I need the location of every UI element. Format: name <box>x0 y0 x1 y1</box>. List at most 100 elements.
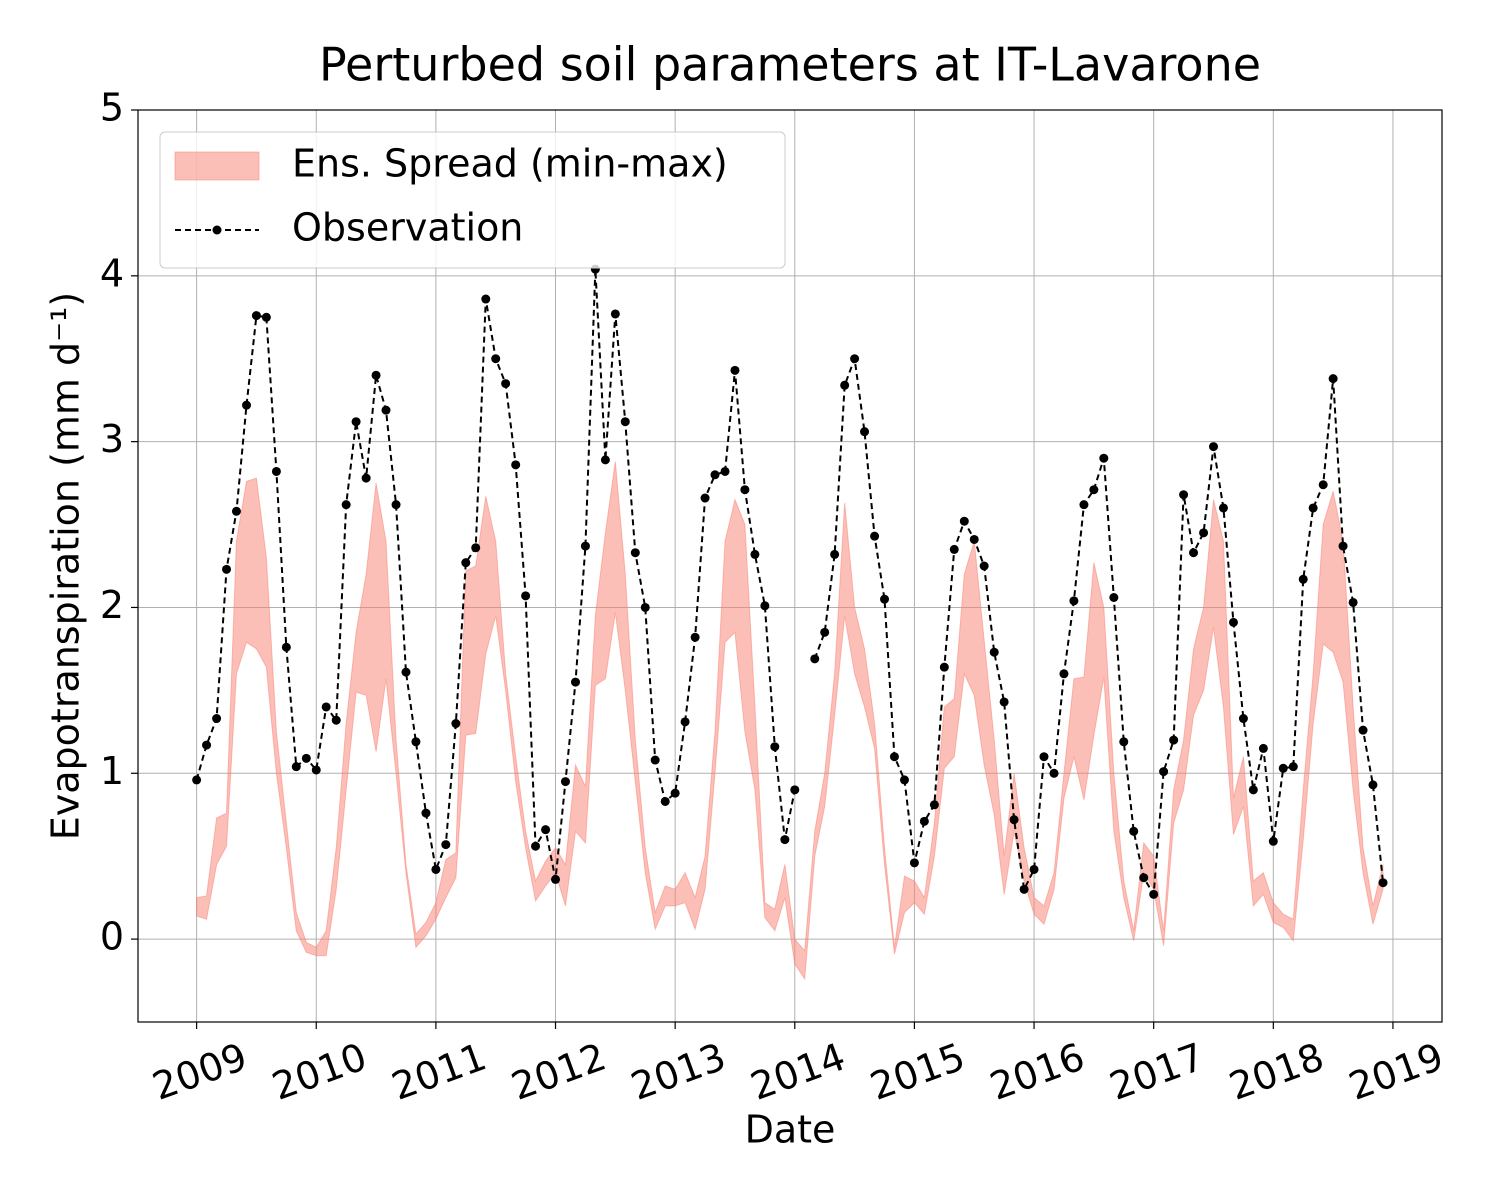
plot-frame <box>137 109 1443 1023</box>
observation-point <box>421 808 431 818</box>
observation-point <box>989 647 999 657</box>
y-tick-label: 2 <box>100 583 124 627</box>
y-tick-label: 3 <box>100 417 124 461</box>
observation-point <box>1308 503 1318 513</box>
observation-point <box>291 762 301 772</box>
observation-point <box>730 365 740 375</box>
y-tick-label: 0 <box>100 915 124 959</box>
legend-box <box>159 131 786 269</box>
observation-point <box>1278 763 1288 773</box>
observation-point <box>1099 453 1109 463</box>
observation-point <box>630 548 640 558</box>
observation-point <box>1079 500 1089 510</box>
observation-point <box>451 719 461 729</box>
observation-point <box>341 500 351 510</box>
observation-point <box>1358 725 1368 735</box>
observation-point <box>740 485 750 495</box>
y-tick-label: 1 <box>100 749 124 793</box>
observation-point <box>361 473 371 483</box>
observation-point <box>870 531 880 541</box>
observation-point <box>281 642 291 652</box>
x-tick-label: 2018 <box>1223 1034 1329 1108</box>
observation-point <box>919 816 929 826</box>
observation-point <box>192 775 202 785</box>
observation-point <box>1019 884 1029 894</box>
observation-point <box>760 601 770 611</box>
observation-point <box>889 752 899 762</box>
observation-point <box>1258 743 1268 753</box>
observation-point <box>441 840 451 850</box>
observation-point <box>1298 574 1308 584</box>
observation-point <box>570 677 580 687</box>
observation-point <box>909 858 919 868</box>
observation-point <box>670 788 680 798</box>
observation-point <box>750 549 760 559</box>
observation-point <box>391 500 401 510</box>
observation-point <box>1348 597 1358 607</box>
observation-point <box>531 841 541 851</box>
x-tick-label: 2011 <box>386 1034 492 1108</box>
spread-band <box>196 461 1384 981</box>
observation-point <box>212 714 222 724</box>
observation-point <box>351 417 361 427</box>
observation-point <box>261 312 271 322</box>
observation-point <box>411 737 421 747</box>
observation-point <box>491 354 501 364</box>
observation-point <box>1368 780 1378 790</box>
observation-point <box>1089 485 1099 495</box>
observation-point <box>1228 617 1238 627</box>
observation-point <box>929 800 939 810</box>
observation-point <box>1288 762 1298 772</box>
observation-point <box>660 796 670 806</box>
x-tick-label: 2010 <box>266 1034 372 1108</box>
observation-point <box>1238 714 1248 724</box>
observation-point <box>481 294 491 304</box>
observation-point <box>620 417 630 427</box>
observation-point <box>1059 669 1069 679</box>
observation-point <box>231 506 241 516</box>
observation-point <box>690 632 700 642</box>
observation-point <box>521 591 531 601</box>
observation-point <box>1109 593 1119 603</box>
observation-point <box>710 470 720 480</box>
x-axis-label: Date <box>745 1108 836 1152</box>
observation-point <box>899 775 909 785</box>
observation-point <box>720 466 730 476</box>
observation-point <box>1268 836 1278 846</box>
observation-point <box>790 785 800 795</box>
observation-point <box>321 702 331 712</box>
observation-point <box>551 874 561 884</box>
observation-point <box>1029 864 1039 874</box>
x-tick-label: 2015 <box>865 1034 971 1108</box>
observation-point <box>461 558 471 568</box>
y-tick-label: 4 <box>100 251 124 295</box>
observation-point <box>979 561 989 571</box>
observation-point <box>1179 490 1189 500</box>
x-tick-label: 2017 <box>1104 1034 1210 1108</box>
observation-point <box>1069 596 1079 606</box>
x-tick-label: 2014 <box>745 1034 851 1108</box>
observation-point <box>301 753 311 763</box>
observation-point <box>222 564 232 574</box>
observation-point <box>1169 735 1179 745</box>
legend-swatch <box>174 151 260 181</box>
observation-point <box>1218 503 1228 513</box>
observation-point <box>251 311 261 321</box>
observation-point <box>471 543 481 553</box>
observation-point <box>401 667 411 677</box>
observation-point <box>1189 548 1199 558</box>
observation-point <box>650 755 660 765</box>
observation-point <box>1129 826 1139 836</box>
observation-point <box>311 765 321 775</box>
observation-point <box>501 379 511 389</box>
observation-point <box>331 715 341 725</box>
observation-point <box>820 627 830 637</box>
observation-point <box>840 380 850 390</box>
observation-point <box>1338 541 1348 551</box>
observation-point <box>560 777 570 787</box>
observation-point <box>640 602 650 612</box>
observation-point <box>371 370 381 380</box>
x-tick-label: 2012 <box>506 1034 612 1108</box>
